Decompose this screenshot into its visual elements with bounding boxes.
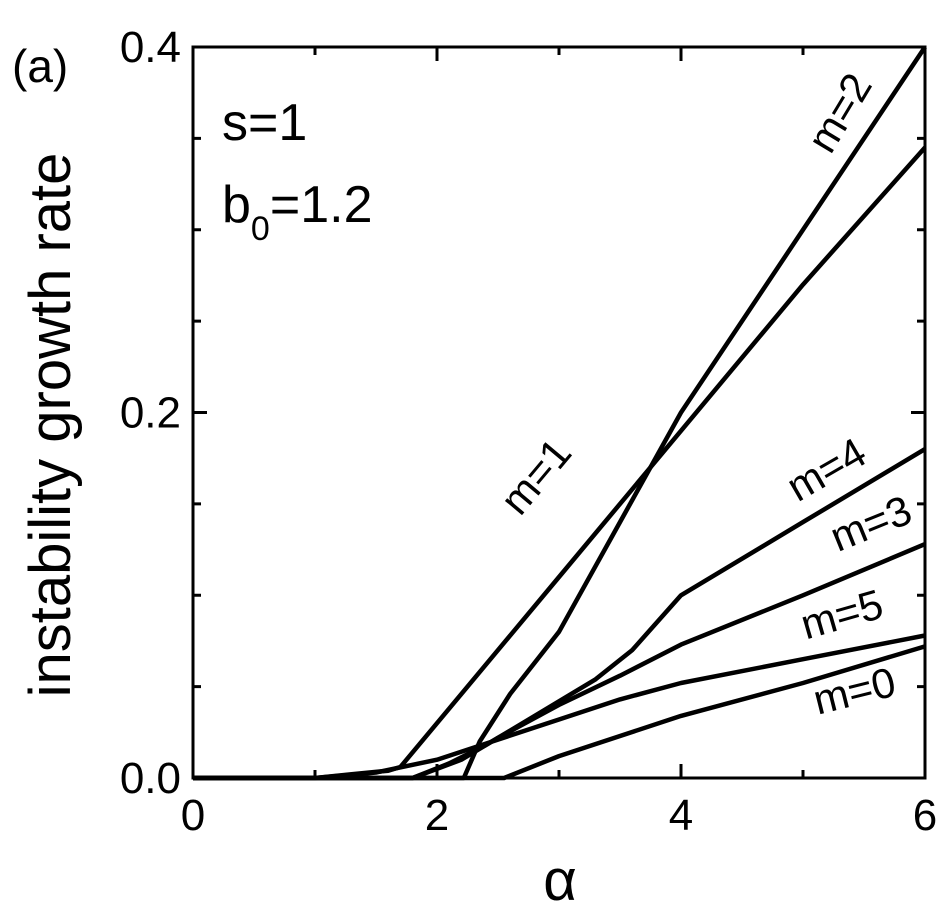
- x-tick-label: 2: [425, 791, 449, 840]
- x-tick-label: 0: [181, 791, 205, 840]
- series-line-m2: [193, 45, 927, 781]
- x-tick-label: 6: [913, 791, 937, 840]
- annotation-b0: b0=1.2: [222, 176, 373, 248]
- y-tick-label: 0.2: [120, 389, 181, 438]
- series-labels: m=1m=2m=4m=3m=5m=0: [491, 65, 918, 724]
- annotation-b-sub: 0: [251, 210, 270, 248]
- series-lines: [193, 45, 927, 781]
- annotation-b-value: =1.2: [270, 176, 373, 234]
- series-line-m0: [193, 644, 926, 781]
- annotation-s: s=1: [222, 94, 307, 152]
- series-label-m4: m=4: [779, 428, 874, 510]
- panel-label: (a): [12, 40, 68, 92]
- series-label-m1: m=1: [491, 429, 580, 523]
- annotation-b-prefix: b: [222, 176, 251, 234]
- series-label-m3: m=3: [824, 486, 918, 561]
- series-label-m2: m=2: [798, 65, 881, 160]
- x-tick-label: 4: [669, 791, 693, 840]
- ticks: 0 2 4 6 0.0 0.2 0.4: [120, 23, 937, 840]
- series-label-m0: m=0: [809, 658, 901, 724]
- x-axis-label: α: [543, 848, 577, 913]
- plot-frame: [191, 45, 927, 780]
- series-line-m5: [193, 633, 926, 781]
- y-axis-label: instability growth rate: [18, 153, 83, 698]
- series-line-m4: [193, 447, 927, 781]
- axes: [191, 45, 927, 780]
- y-tick-label: 0.0: [120, 754, 181, 803]
- y-tick-label: 0.4: [120, 23, 181, 72]
